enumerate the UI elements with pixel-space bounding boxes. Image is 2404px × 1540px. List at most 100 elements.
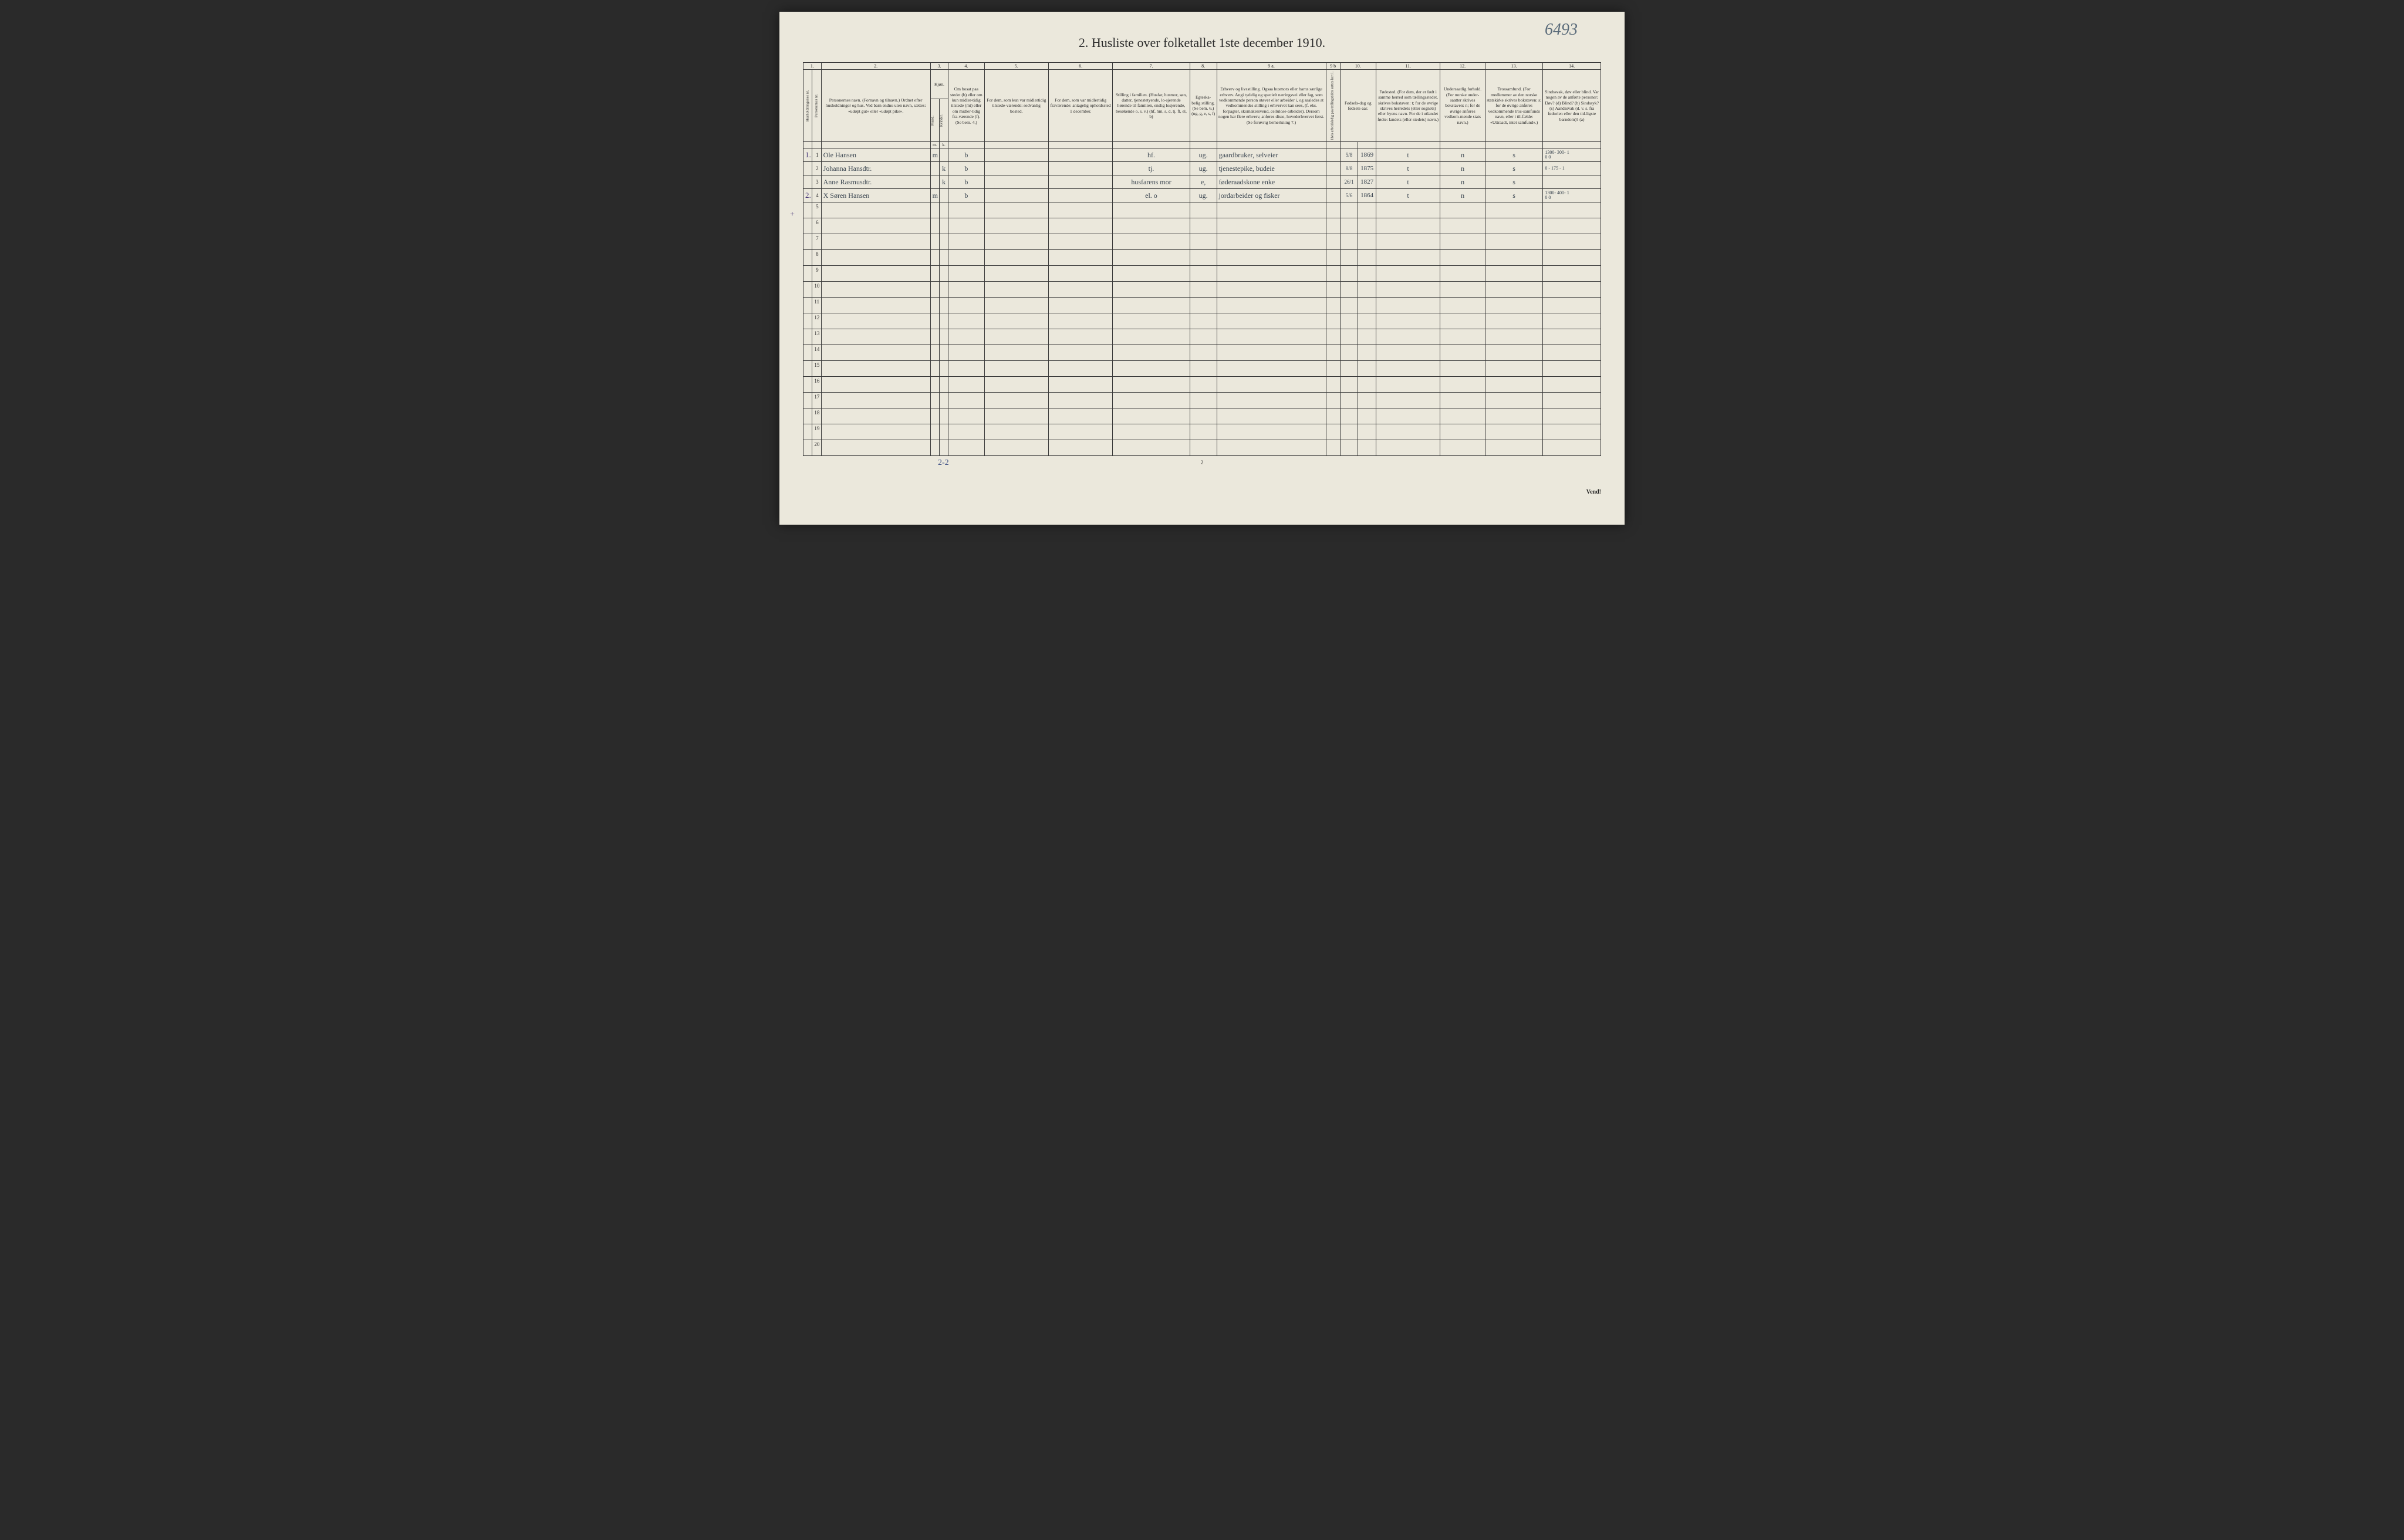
cell-empty [1376,313,1440,329]
cell-empty [930,393,939,408]
cell-empty [1190,424,1217,440]
cell-empty [1358,345,1376,361]
cell-empty [1440,298,1485,313]
cell-empty [1440,377,1485,393]
cell-empty [1190,218,1217,234]
cell-empty [803,408,812,424]
cell-egte: e, [1190,175,1217,189]
cell-empty [1485,313,1542,329]
cell-fodested: t [1376,189,1440,202]
cell-empty [1485,440,1542,456]
cell-empty [803,440,812,456]
cell-person-nr: 1 [812,148,821,162]
cell-person-nr: 3 [812,175,821,189]
cell-empty [984,218,1048,234]
cell-empty [948,266,984,282]
cell-empty [939,234,948,250]
cell-empty [1113,440,1190,456]
cell-empty [1190,282,1217,298]
cell-household [803,162,812,175]
cell-empty [1358,234,1376,250]
cell-empty [984,393,1048,408]
cell-empty [1048,393,1112,408]
cell-faar: 1827 [1358,175,1376,189]
cell-sex-m [930,175,939,189]
cell-empty [1217,202,1326,218]
cell-empty [1048,440,1112,456]
cell-empty [1340,282,1358,298]
cell-empty [939,361,948,377]
cell-empty [1376,424,1440,440]
header-sex: Kjøn. [930,70,948,99]
header-person-nr: Personernes nr. [812,70,821,142]
cell-empty [1048,313,1112,329]
cell-empty [1440,250,1485,266]
cell-empty [1358,377,1376,393]
cell-empty [821,345,930,361]
cell-empty [984,408,1048,424]
cell-empty [1326,282,1340,298]
cell-empty [984,202,1048,218]
cell-empty [930,202,939,218]
cell-empty [1543,440,1601,456]
cell-sind: 0 - 175 - 1 [1543,162,1601,175]
cell-empty [1217,377,1326,393]
cell-bosat: b [948,175,984,189]
cell-empty [821,393,930,408]
cell-empty [1217,282,1326,298]
cell-empty [1113,313,1190,329]
cell-person-nr: 4 [812,189,821,202]
cell-empty [803,313,812,329]
header-row: Husholdningenes nr. Personernes nr. Pers… [803,70,1601,99]
cell-empty [1376,361,1440,377]
cell-empty [948,329,984,345]
cell-stilling: husfarens mor [1113,175,1190,189]
cell-sind: 1300- 400- 1 0 0 [1543,189,1601,202]
cell-empty [1543,218,1601,234]
cell-empty [1048,345,1112,361]
cell-empty [1326,202,1340,218]
cell-empty [939,408,948,424]
blank [812,142,821,148]
cell-person-nr: 10 [812,282,821,298]
cell-fodested: t [1376,162,1440,175]
cell-empty [821,298,930,313]
cell-empty [939,345,948,361]
cell-stilling: el. o [1113,189,1190,202]
cell-sex-m: m [930,148,939,162]
cell-empty [948,250,984,266]
cell-sex-k [939,148,948,162]
cell-empty [930,377,939,393]
cell-empty [803,250,812,266]
cell-empty [1048,408,1112,424]
cell-empty [821,266,930,282]
table-row-empty: 15 [803,361,1601,377]
table-row-empty: 20 [803,440,1601,456]
blank [1190,142,1217,148]
cell-person-nr: 2 [812,162,821,175]
header-fodested: Fødested. (For dem, der er født i samme … [1376,70,1440,142]
header-egte: Egteska-belig stilling. (Se bem. 6.) (ug… [1190,70,1217,142]
cell-empty [803,298,812,313]
cell-empty [1326,377,1340,393]
cell-sex-m [930,162,939,175]
cell-empty [984,298,1048,313]
colnum: 4. [948,63,984,70]
cell-tros: s [1485,148,1542,162]
cell-empty [1217,313,1326,329]
cell-empty [1543,282,1601,298]
cell-empty [821,202,930,218]
cell-empty [803,424,812,440]
header-hvis: Hvis arbeidsledig paa tællingstiden sætt… [1326,70,1340,142]
colnum: 11. [1376,63,1440,70]
cell-frav [1048,148,1112,162]
header-sindssvak: Sindssvak, døv eller blind. Var nogen av… [1543,70,1601,142]
cell-empty [948,424,984,440]
cell-empty [939,250,948,266]
cell-empty [821,250,930,266]
cell-empty [1376,440,1440,456]
cell-sind [1543,175,1601,189]
cell-empty [1340,298,1358,313]
cell-empty [948,282,984,298]
cell-stilling: hf. [1113,148,1190,162]
